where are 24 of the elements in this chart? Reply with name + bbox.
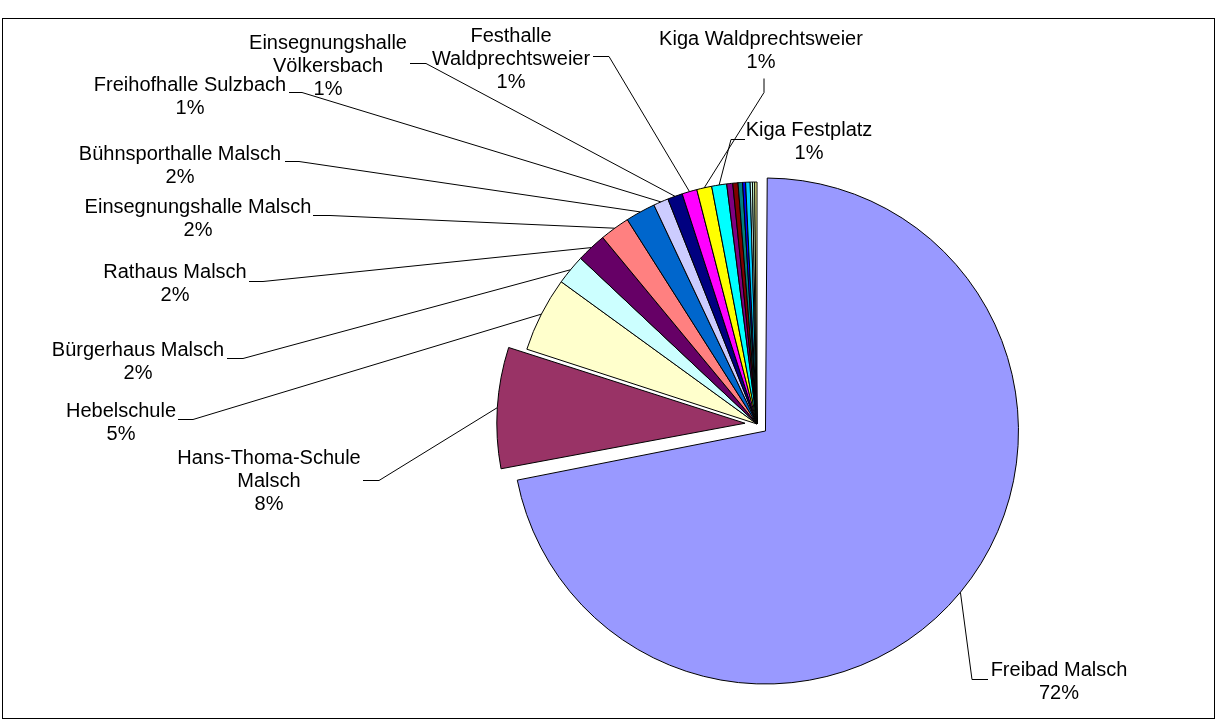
data-label: 5% xyxy=(106,422,136,444)
data-label: 72% xyxy=(1038,681,1080,703)
slice-label: Einsegnungshalle Malsch xyxy=(84,195,312,217)
data-label: 2% xyxy=(165,165,195,187)
data-label: 2% xyxy=(160,283,190,305)
slice-label: Kiga Festplatz xyxy=(745,118,873,140)
data-label: 1% xyxy=(746,50,776,72)
data-label: 1% xyxy=(175,96,205,118)
data-label: 8% xyxy=(254,492,284,514)
data-label: 1% xyxy=(496,70,526,92)
slice-label: Freihofhalle Sulzbach xyxy=(93,73,287,95)
data-label: 2% xyxy=(123,361,153,383)
slice-label: Hans-Thoma-Schule Malsch xyxy=(177,446,361,491)
slice-label: Einsegnungshalle Völkersbach xyxy=(249,31,407,76)
slice-label: Hebelschule xyxy=(65,399,177,421)
data-label: 1% xyxy=(794,141,824,163)
slice-label: Freibad Malsch xyxy=(990,658,1128,680)
slice-label: Bürgerhaus Malsch xyxy=(51,338,225,360)
data-label: 1% xyxy=(313,77,343,99)
slice-label: Festhalle Waldprechtsweier xyxy=(431,24,591,69)
slice-label: Rathaus Malsch xyxy=(103,260,247,282)
slice-label: Kiga Waldprechtsweier xyxy=(659,27,864,49)
slice-label: Bühnsporthalle Malsch xyxy=(78,142,282,164)
data-label: 2% xyxy=(183,218,213,240)
